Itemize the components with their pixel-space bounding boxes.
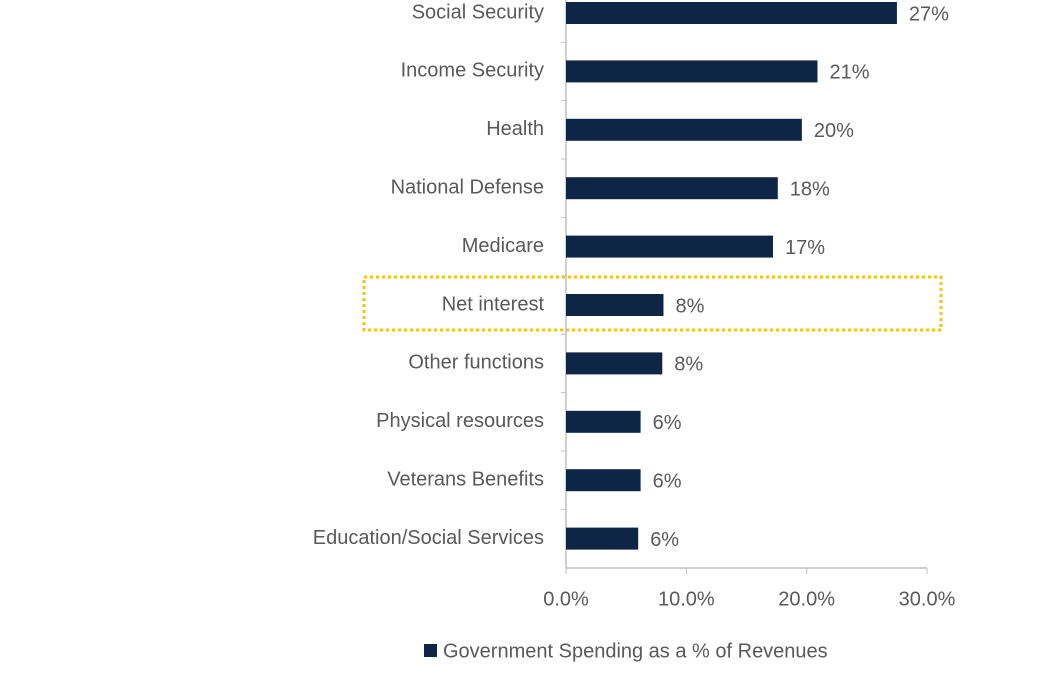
value-label: 8% [675, 295, 704, 317]
x-tick-label: 10.0% [658, 588, 715, 610]
bar [566, 60, 818, 83]
value-label: 8% [674, 354, 703, 376]
category-label: Net interest [442, 293, 545, 315]
bar [566, 352, 663, 375]
bar [566, 2, 897, 24]
value-label: 27% [909, 3, 949, 25]
x-tick-label: 30.0% [899, 588, 956, 610]
value-label: 6% [650, 529, 679, 551]
category-label: Education/Social Services [313, 527, 544, 549]
category-label: Physical resources [376, 410, 544, 432]
bar [566, 527, 639, 550]
bar [566, 118, 802, 141]
value-label: 17% [785, 237, 825, 259]
value-label: 21% [829, 62, 869, 84]
bar [566, 469, 641, 492]
x-tick-label: 20.0% [778, 588, 835, 610]
category-label: Social Security [412, 1, 544, 23]
legend-label: Government Spending as a % of Revenues [443, 640, 828, 662]
legend-swatch [424, 644, 437, 657]
category-label: Medicare [462, 235, 544, 257]
highlight-box [362, 275, 943, 332]
bar [566, 235, 773, 258]
category-labels: Social Security Income Security Health Nati… [313, 1, 545, 549]
bar [566, 177, 778, 200]
category-label: National Defense [391, 176, 544, 198]
category-label: Veterans Benefits [387, 468, 544, 490]
value-label: 6% [653, 470, 682, 492]
category-label: Health [486, 118, 544, 140]
bar [566, 294, 664, 316]
bar [566, 410, 641, 433]
value-label: 20% [814, 120, 854, 142]
value-label: 6% [653, 412, 682, 434]
category-label: Other functions [408, 352, 544, 374]
x-tick-label: 0.0% [543, 588, 589, 610]
category-label: Income Security [401, 60, 544, 82]
value-label: 18% [790, 178, 830, 200]
